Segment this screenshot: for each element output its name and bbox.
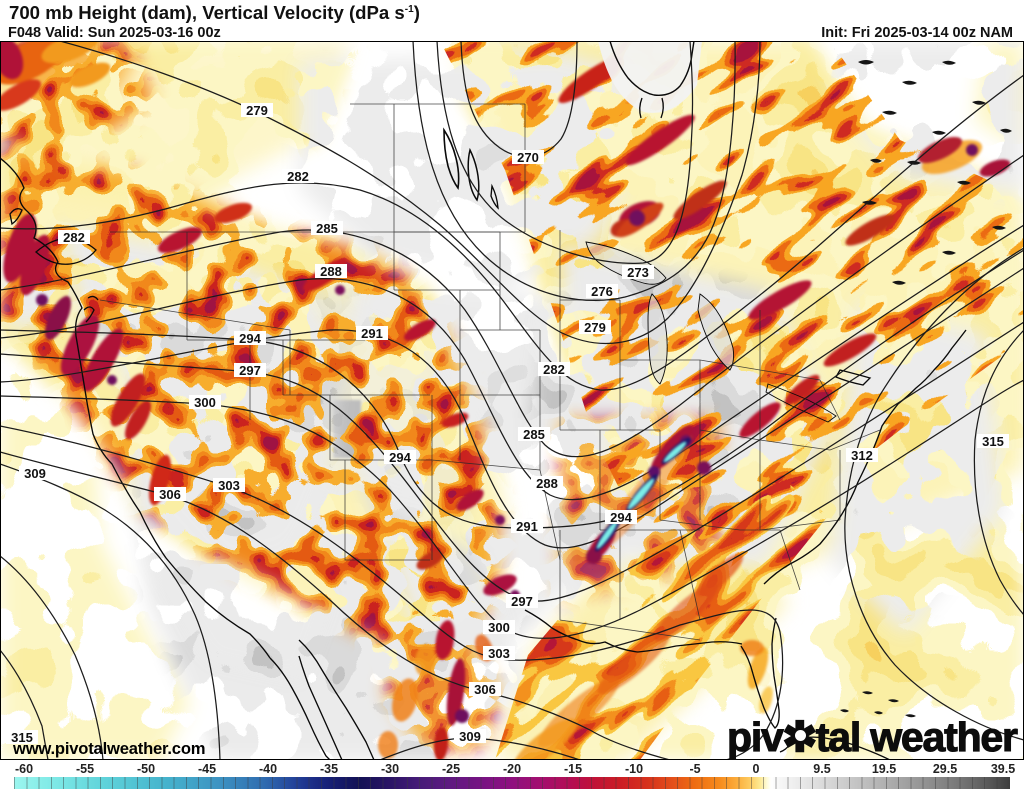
svg-text:303: 303 [218,478,240,493]
svg-text:282: 282 [63,230,85,245]
svg-text:273: 273 [627,265,649,280]
svg-text:285: 285 [316,221,338,236]
svg-text:297: 297 [239,363,261,378]
svg-text:297: 297 [511,594,533,609]
svg-text:294: 294 [239,331,261,346]
svg-text:312: 312 [851,448,873,463]
svg-text:270: 270 [517,150,539,165]
svg-text:291: 291 [516,519,538,534]
svg-text:294: 294 [389,450,411,465]
svg-text:303: 303 [488,646,510,661]
svg-text:294: 294 [610,510,632,525]
svg-text:300: 300 [194,395,216,410]
svg-text:306: 306 [159,487,181,502]
svg-text:282: 282 [287,169,309,184]
svg-text:306: 306 [474,682,496,697]
svg-text:279: 279 [584,320,606,335]
svg-text:300: 300 [488,620,510,635]
svg-text:288: 288 [536,476,558,491]
svg-text:288: 288 [320,264,342,279]
svg-text:315: 315 [982,434,1004,449]
svg-text:291: 291 [361,326,383,341]
svg-text:315: 315 [11,730,33,745]
svg-text:282: 282 [543,362,565,377]
svg-text:285: 285 [523,427,545,442]
svg-text:309: 309 [459,729,481,744]
svg-text:279: 279 [246,103,268,118]
svg-text:309: 309 [24,466,46,481]
svg-text:276: 276 [591,284,613,299]
